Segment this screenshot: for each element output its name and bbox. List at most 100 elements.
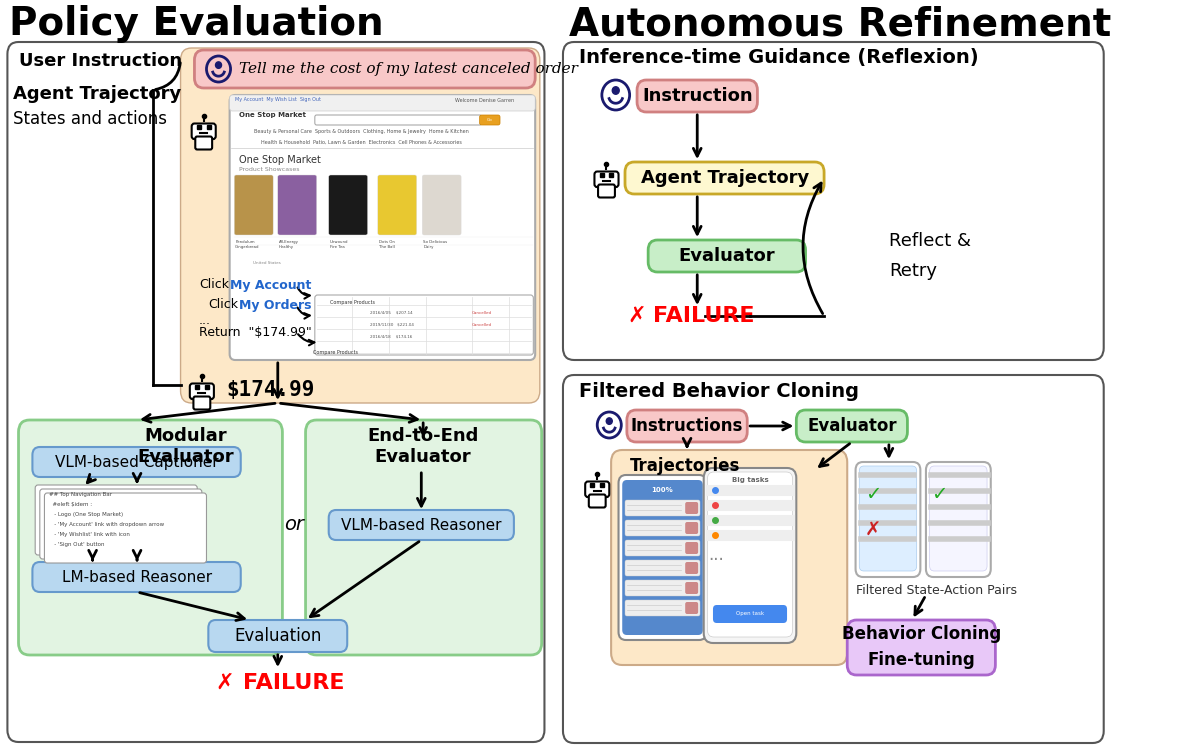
Text: Behavior Cloning
Fine-tuning: Behavior Cloning Fine-tuning xyxy=(841,625,1001,669)
FancyBboxPatch shape xyxy=(626,410,748,442)
Text: LM-based Reasoner: LM-based Reasoner xyxy=(62,569,212,584)
Text: Unwound
Fire Tea: Unwound Fire Tea xyxy=(330,240,348,249)
FancyBboxPatch shape xyxy=(713,605,787,623)
Text: ✓: ✓ xyxy=(865,485,881,505)
FancyBboxPatch shape xyxy=(611,450,847,665)
Text: Filtered State-Action Pairs: Filtered State-Action Pairs xyxy=(856,584,1016,596)
FancyBboxPatch shape xyxy=(563,42,1104,360)
Text: VLM-based Captioner: VLM-based Captioner xyxy=(55,454,218,469)
FancyBboxPatch shape xyxy=(625,500,700,516)
Text: Autonomous Refinement: Autonomous Refinement xyxy=(570,5,1111,43)
Text: My Account  My Wish List  Sign Out: My Account My Wish List Sign Out xyxy=(235,98,320,102)
Text: Instructions: Instructions xyxy=(631,417,743,435)
Text: ✗: ✗ xyxy=(865,520,881,539)
Text: End-to-End
Evaluator: End-to-End Evaluator xyxy=(367,427,479,466)
FancyBboxPatch shape xyxy=(18,420,282,655)
FancyBboxPatch shape xyxy=(209,620,347,652)
Text: FAILURE: FAILURE xyxy=(653,306,755,326)
FancyBboxPatch shape xyxy=(648,240,805,272)
FancyBboxPatch shape xyxy=(589,494,606,508)
Text: Evaluator: Evaluator xyxy=(678,247,775,265)
Text: Cancelled: Cancelled xyxy=(473,323,492,327)
Text: 100%: 100% xyxy=(652,487,673,493)
FancyBboxPatch shape xyxy=(625,560,700,576)
FancyBboxPatch shape xyxy=(196,137,212,149)
FancyBboxPatch shape xyxy=(192,123,216,139)
Text: Welcome Denise Garren: Welcome Denise Garren xyxy=(455,98,514,102)
Text: - 'My Wishlist' link with icon: - 'My Wishlist' link with icon xyxy=(49,532,130,537)
Text: Evaluation: Evaluation xyxy=(234,627,322,645)
FancyBboxPatch shape xyxy=(40,489,202,559)
FancyBboxPatch shape xyxy=(422,175,461,235)
Text: ✗: ✗ xyxy=(628,306,647,326)
FancyBboxPatch shape xyxy=(329,510,514,540)
Text: United States: United States xyxy=(253,261,281,265)
Text: Inference-time Guidance (Reflexion): Inference-time Guidance (Reflexion) xyxy=(578,48,978,67)
FancyBboxPatch shape xyxy=(637,80,757,112)
Text: Return  "$174.99": Return "$174.99" xyxy=(199,325,312,339)
FancyBboxPatch shape xyxy=(847,620,995,675)
Text: ...: ... xyxy=(199,313,211,327)
Text: ✗: ✗ xyxy=(216,673,234,693)
Text: User Instruction: User Instruction xyxy=(18,52,181,70)
FancyArrowPatch shape xyxy=(298,288,310,299)
Circle shape xyxy=(612,87,619,94)
Text: Product Showcases: Product Showcases xyxy=(239,167,299,172)
Text: Reflect &
Retry: Reflect & Retry xyxy=(889,232,971,279)
Text: Pendulum
Gingerbread: Pendulum Gingerbread xyxy=(235,240,259,249)
Text: One Stop Market: One Stop Market xyxy=(239,155,320,165)
FancyBboxPatch shape xyxy=(685,542,698,554)
Text: Compare Products: Compare Products xyxy=(313,350,358,355)
Text: - 'My Account' link with dropdown arrow: - 'My Account' link with dropdown arrow xyxy=(49,522,164,527)
FancyBboxPatch shape xyxy=(859,466,917,571)
FancyBboxPatch shape xyxy=(35,485,197,555)
FancyBboxPatch shape xyxy=(930,466,988,571)
FancyBboxPatch shape xyxy=(703,468,797,643)
Text: Filtered Behavior Cloning: Filtered Behavior Cloning xyxy=(578,382,859,401)
Text: Click: Click xyxy=(199,279,229,291)
FancyBboxPatch shape xyxy=(623,480,703,635)
Text: ## Top Navigation Bar: ## Top Navigation Bar xyxy=(49,492,112,497)
FancyBboxPatch shape xyxy=(180,48,540,403)
FancyBboxPatch shape xyxy=(314,295,533,355)
FancyBboxPatch shape xyxy=(32,447,241,477)
FancyBboxPatch shape xyxy=(926,462,991,577)
Text: ✓: ✓ xyxy=(931,485,948,505)
Text: - Logo (One Stop Market): - Logo (One Stop Market) xyxy=(49,512,124,517)
Text: Big tasks: Big tasks xyxy=(732,477,768,483)
FancyArrowPatch shape xyxy=(156,63,180,89)
Text: My Account: My Account xyxy=(229,279,311,291)
FancyBboxPatch shape xyxy=(856,462,920,577)
FancyBboxPatch shape xyxy=(685,562,698,574)
FancyBboxPatch shape xyxy=(625,600,700,616)
Text: My Orders: My Orders xyxy=(239,298,311,312)
FancyBboxPatch shape xyxy=(708,472,793,637)
Text: Open task: Open task xyxy=(736,611,764,617)
Text: 2019/11/30   $221.04: 2019/11/30 $221.04 xyxy=(371,323,414,327)
FancyBboxPatch shape xyxy=(306,420,541,655)
Text: Modular
Evaluator: Modular Evaluator xyxy=(137,427,234,466)
FancyBboxPatch shape xyxy=(685,582,698,594)
FancyBboxPatch shape xyxy=(685,522,698,534)
Text: All-Energy
Healthy: All-Energy Healthy xyxy=(278,240,299,249)
FancyBboxPatch shape xyxy=(277,175,317,235)
Text: 2016/4/05    $207.14: 2016/4/05 $207.14 xyxy=(371,311,413,315)
FancyBboxPatch shape xyxy=(190,384,214,399)
Text: Health & Household  Patio, Lawn & Garden  Electronics  Cell Phones & Accessories: Health & Household Patio, Lawn & Garden … xyxy=(260,140,462,144)
FancyBboxPatch shape xyxy=(797,410,907,442)
Text: ...: ... xyxy=(708,546,724,564)
FancyBboxPatch shape xyxy=(7,42,545,742)
Text: $174.99: $174.99 xyxy=(227,380,316,400)
FancyArrowPatch shape xyxy=(420,423,426,434)
FancyArrowPatch shape xyxy=(298,307,310,318)
FancyBboxPatch shape xyxy=(314,115,481,125)
FancyBboxPatch shape xyxy=(563,375,1104,743)
Text: FAILURE: FAILURE xyxy=(242,673,344,693)
FancyBboxPatch shape xyxy=(586,481,610,497)
Text: Agent Trajectory: Agent Trajectory xyxy=(641,169,809,187)
Text: Evaluator: Evaluator xyxy=(808,417,896,435)
FancyBboxPatch shape xyxy=(685,602,698,614)
FancyBboxPatch shape xyxy=(32,562,241,592)
Text: So Delicious
Dairy: So Delicious Dairy xyxy=(424,240,448,249)
Text: Trajectories: Trajectories xyxy=(630,457,740,475)
